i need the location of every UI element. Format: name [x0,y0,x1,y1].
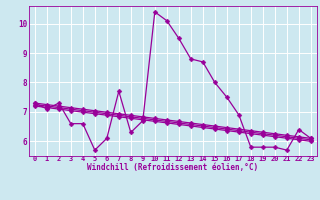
X-axis label: Windchill (Refroidissement éolien,°C): Windchill (Refroidissement éolien,°C) [87,163,258,172]
